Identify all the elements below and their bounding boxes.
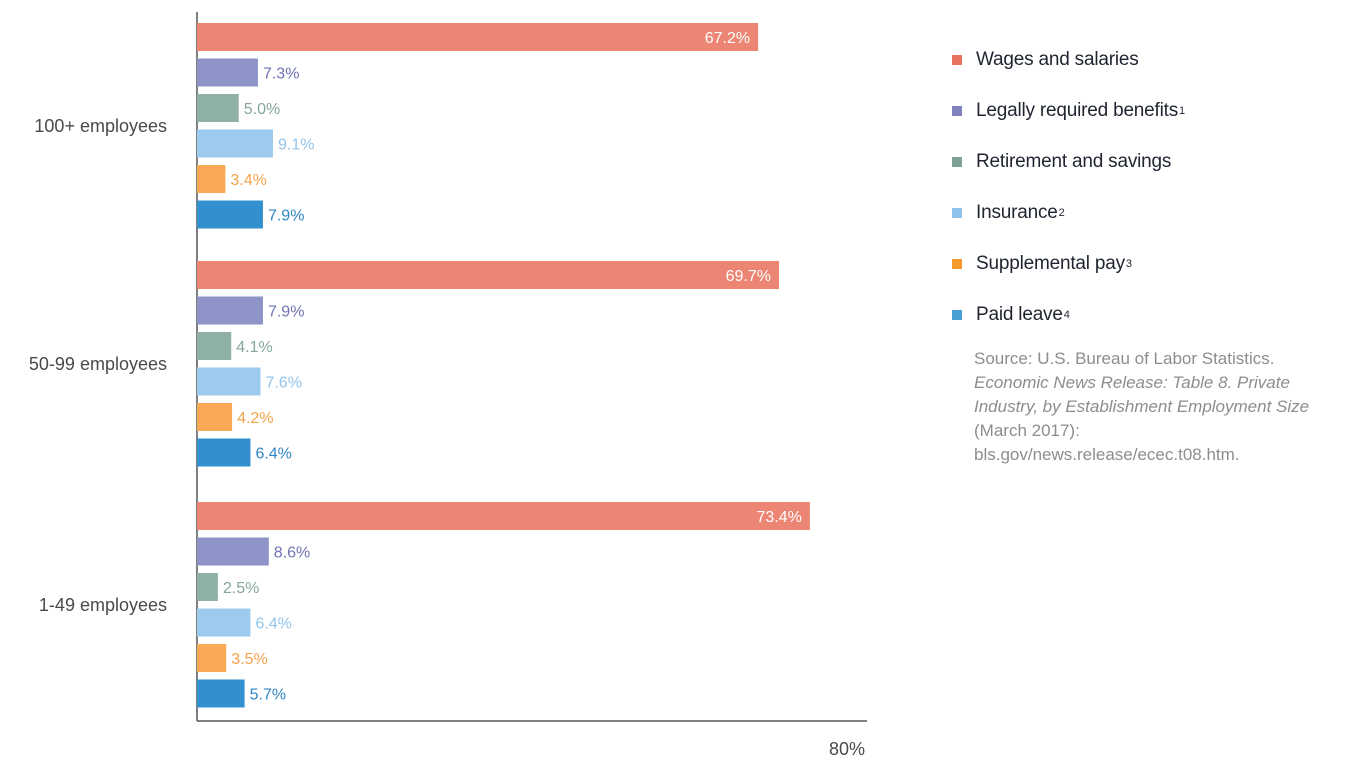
- data-label-paid-leave-50-99-employees: 6.4%: [255, 446, 291, 463]
- legend-swatch-insurance: [952, 207, 962, 218]
- legend-label-wages-salaries: Wages and salaries: [976, 48, 1139, 70]
- data-label-wages-and-salaries-50-99-employees: 69.7%: [726, 268, 771, 285]
- x-tick-label: 80%: [829, 739, 865, 757]
- bar-insurance-50-99-employees: [197, 367, 261, 396]
- data-label-retirement-and-savings-100-employees: 5.0%: [244, 101, 280, 118]
- data-label-wages-and-salaries-1-49-employees: 73.4%: [757, 509, 802, 526]
- bar-supplemental-pay-50-99-employees: [197, 403, 233, 431]
- data-label-supplemental-pay-1-49-employees: 3.5%: [231, 651, 267, 668]
- legend-note-paid-leave: 4: [1063, 308, 1070, 321]
- legend-item-legally-required-benefits: Legally required benefits 1: [952, 85, 1332, 136]
- bar-legally-required-benefits-1-49-employees: [197, 537, 269, 566]
- legend-swatch-paid-leave: [952, 309, 962, 320]
- data-label-paid-leave-1-49-employees: 5.7%: [250, 687, 286, 704]
- bar-retirement-and-savings-50-99-employees: [197, 332, 232, 360]
- data-label-supplemental-pay-50-99-employees: 4.2%: [237, 410, 273, 427]
- legend-label-legally-required-benefits: Legally required benefits: [976, 99, 1179, 121]
- legend-item-paid-leave: Paid leave 4: [952, 289, 1332, 340]
- legend-note-supplemental-pay: 3: [1125, 257, 1133, 270]
- bar-paid-leave-1-49-employees: [197, 679, 245, 708]
- legend-swatch-legally-required-benefits: [952, 105, 962, 116]
- source-suffix: (March 2017): bls.gov/news.release/ecec.…: [974, 421, 1240, 464]
- bar-wages-and-salaries-1-49-employees: [197, 502, 810, 530]
- bar-legally-required-benefits-50-99-employees: [197, 296, 263, 325]
- bar-paid-leave-100-employees: [197, 200, 263, 229]
- legend-item-supplemental-pay: Supplemental pay 3: [952, 238, 1332, 289]
- legend-label-paid-leave: Paid leave: [976, 303, 1063, 325]
- legend-label-retirement-savings: Retirement and savings: [976, 150, 1172, 172]
- data-label-legally-required-benefits-1-49-employees: 8.6%: [274, 545, 310, 562]
- legend-note-legally-required-benefits: 1: [1179, 104, 1186, 117]
- category-label-1-49-employees: 1-49 employees: [39, 595, 167, 615]
- data-label-wages-and-salaries-100-employees: 67.2%: [705, 30, 750, 47]
- bar-retirement-and-savings-100-employees: [197, 94, 239, 122]
- legend-item-wages-salaries: Wages and salaries: [952, 34, 1332, 85]
- source-note: Source: U.S. Bureau of Labor Statistics.…: [974, 347, 1334, 467]
- bar-retirement-and-savings-1-49-employees: [197, 573, 218, 601]
- category-label-50-99-employees: 50-99 employees: [29, 354, 167, 374]
- data-label-insurance-100-employees: 9.1%: [278, 137, 314, 154]
- legend-label-insurance: Insurance: [976, 201, 1058, 223]
- bar-supplemental-pay-100-employees: [197, 165, 226, 193]
- data-label-legally-required-benefits-50-99-employees: 7.9%: [268, 304, 304, 321]
- data-label-paid-leave-100-employees: 7.9%: [268, 208, 304, 225]
- bar-wages-and-salaries-100-employees: [197, 23, 759, 51]
- bar-insurance-100-employees: [197, 129, 273, 158]
- legend-swatch-retirement-savings: [952, 156, 962, 167]
- bar-legally-required-benefits-100-employees: [197, 58, 258, 87]
- bar-paid-leave-50-99-employees: [197, 438, 251, 467]
- data-label-supplemental-pay-100-employees: 3.4%: [230, 172, 266, 189]
- legend-label-supplemental-pay: Supplemental pay: [976, 252, 1125, 274]
- data-label-retirement-and-savings-50-99-employees: 4.1%: [236, 339, 272, 356]
- legend-item-retirement-savings: Retirement and savings: [952, 136, 1332, 187]
- bar-wages-and-salaries-50-99-employees: [197, 261, 779, 289]
- source-title: Economic News Release: Table 8. Private …: [974, 373, 1310, 416]
- data-label-insurance-50-99-employees: 7.6%: [265, 375, 301, 392]
- legend-item-insurance: Insurance 2: [952, 187, 1332, 238]
- bar-insurance-1-49-employees: [197, 608, 251, 637]
- source-prefix: Source: U.S. Bureau of Labor Statistics.: [974, 349, 1275, 368]
- legend: Wages and salaries Legally required bene…: [952, 34, 1332, 340]
- legend-note-insurance: 2: [1058, 206, 1065, 219]
- legend-swatch-supplemental-pay: [952, 258, 962, 269]
- data-label-legally-required-benefits-100-employees: 7.3%: [263, 66, 299, 83]
- bar-supplemental-pay-1-49-employees: [197, 644, 227, 672]
- legend-swatch-wages-salaries: [952, 54, 962, 65]
- data-label-insurance-1-49-employees: 6.4%: [255, 616, 291, 633]
- data-label-retirement-and-savings-1-49-employees: 2.5%: [223, 580, 259, 597]
- category-label-100-employees: 100+ employees: [34, 116, 167, 136]
